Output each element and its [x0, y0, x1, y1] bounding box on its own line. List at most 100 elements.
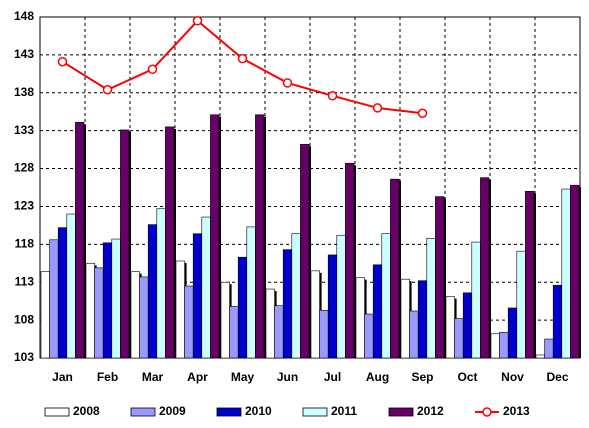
bar	[561, 188, 571, 359]
bar	[552, 284, 563, 359]
bar	[355, 277, 365, 359]
legend-label: 2010	[245, 404, 272, 418]
bar	[246, 226, 256, 359]
bar	[265, 288, 275, 359]
bar	[201, 216, 211, 359]
y-tick-label: 118	[15, 237, 35, 251]
bar	[282, 249, 293, 359]
bar	[426, 237, 436, 359]
legend-label: 2009	[159, 404, 186, 418]
line-marker	[372, 103, 383, 113]
bar	[184, 285, 194, 359]
bar	[310, 270, 320, 359]
bar	[139, 276, 149, 359]
x-tick-label: Aug	[366, 370, 389, 384]
bar	[417, 280, 428, 359]
bar	[300, 144, 310, 359]
legend-marker	[482, 407, 492, 417]
bar	[49, 239, 59, 359]
legend-label: 2008	[73, 404, 100, 418]
bar	[274, 305, 284, 359]
x-tick-label: Apr	[187, 370, 208, 384]
bar	[130, 271, 140, 359]
bar	[120, 129, 130, 359]
bar	[210, 114, 220, 359]
bar	[336, 234, 346, 359]
bar	[462, 292, 473, 359]
x-tick-label: Jul	[324, 370, 341, 384]
legend-label: 2013	[503, 404, 530, 418]
bar	[535, 354, 545, 359]
x-tick-label: May	[231, 370, 255, 384]
bar	[400, 278, 410, 359]
bar	[220, 281, 230, 359]
legend-label: 2011	[331, 404, 357, 418]
bar	[390, 178, 400, 359]
line-marker	[192, 16, 203, 26]
x-tick-label: Jan	[52, 370, 73, 384]
bar	[435, 196, 445, 359]
bar	[372, 264, 383, 359]
line-marker	[57, 56, 68, 67]
bar	[525, 190, 535, 359]
legend-label: 2012	[417, 404, 444, 418]
y-tick-label: 138	[14, 85, 34, 99]
bar	[490, 333, 500, 359]
bar	[499, 331, 509, 359]
bar	[237, 256, 248, 359]
line-marker	[237, 53, 248, 64]
line-marker	[147, 64, 158, 75]
line-marker	[282, 78, 293, 88]
bar	[364, 313, 374, 359]
bar	[40, 271, 50, 359]
legend-swatch	[44, 407, 70, 417]
bar	[345, 162, 355, 359]
y-tick-label: 143	[14, 47, 34, 61]
x-tick-label: Sep	[411, 370, 433, 384]
bar	[57, 227, 68, 359]
x-tick-label: Feb	[97, 370, 118, 384]
x-tick-label: Jun	[277, 370, 298, 384]
bar	[544, 338, 554, 359]
y-tick-label: 133	[14, 123, 34, 137]
bar	[291, 233, 301, 359]
bar	[570, 184, 580, 359]
bar	[454, 318, 464, 359]
bar	[165, 126, 175, 359]
y-tick-label: 108	[14, 312, 34, 326]
bar	[147, 224, 158, 359]
y-tick-label: 128	[14, 161, 34, 175]
x-tick-label: Nov	[501, 370, 524, 384]
bar	[507, 307, 518, 359]
bar	[192, 233, 203, 359]
bar	[102, 242, 113, 359]
y-tick-label: 123	[14, 199, 34, 213]
bar	[255, 114, 265, 359]
y-tick-label: 103	[14, 350, 34, 364]
bar	[156, 208, 166, 359]
bar	[409, 310, 419, 359]
bar	[445, 296, 455, 359]
line-marker	[417, 108, 428, 118]
bar	[516, 250, 526, 359]
legend-swatch	[216, 407, 242, 417]
legend-swatch	[302, 407, 328, 417]
legend-swatch	[388, 407, 414, 417]
bar	[94, 267, 104, 359]
y-tick-label: 113	[15, 274, 35, 288]
x-tick-label: Mar	[142, 370, 164, 384]
bar	[111, 238, 121, 359]
bar	[471, 241, 481, 359]
x-tick-label: Dec	[546, 370, 568, 384]
bar	[229, 306, 239, 359]
bar	[319, 309, 329, 359]
line-marker	[102, 84, 113, 95]
legend-swatch	[130, 407, 156, 417]
bar	[327, 254, 338, 359]
bar	[66, 213, 76, 359]
bar	[75, 122, 85, 359]
bar	[381, 233, 391, 359]
x-tick-label: Oct	[457, 370, 477, 384]
line-marker	[327, 91, 338, 101]
